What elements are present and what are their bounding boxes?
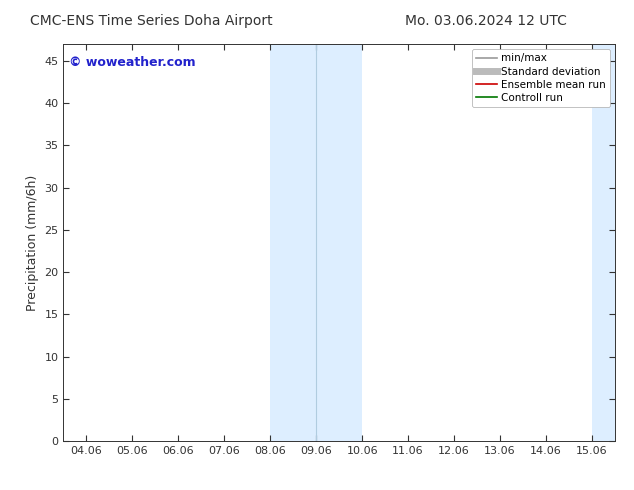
Text: Mo. 03.06.2024 12 UTC: Mo. 03.06.2024 12 UTC [405,14,567,28]
Bar [592,44,634,441]
Legend: min/max, Standard deviation, Ensemble mean run, Controll run: min/max, Standard deviation, Ensemble me… [472,49,610,107]
Bar [270,44,316,441]
Bar [316,44,362,441]
Text: CMC-ENS Time Series Doha Airport: CMC-ENS Time Series Doha Airport [30,14,273,28]
Y-axis label: Precipitation (mm/6h): Precipitation (mm/6h) [26,174,39,311]
Text: © woweather.com: © woweather.com [69,56,195,69]
